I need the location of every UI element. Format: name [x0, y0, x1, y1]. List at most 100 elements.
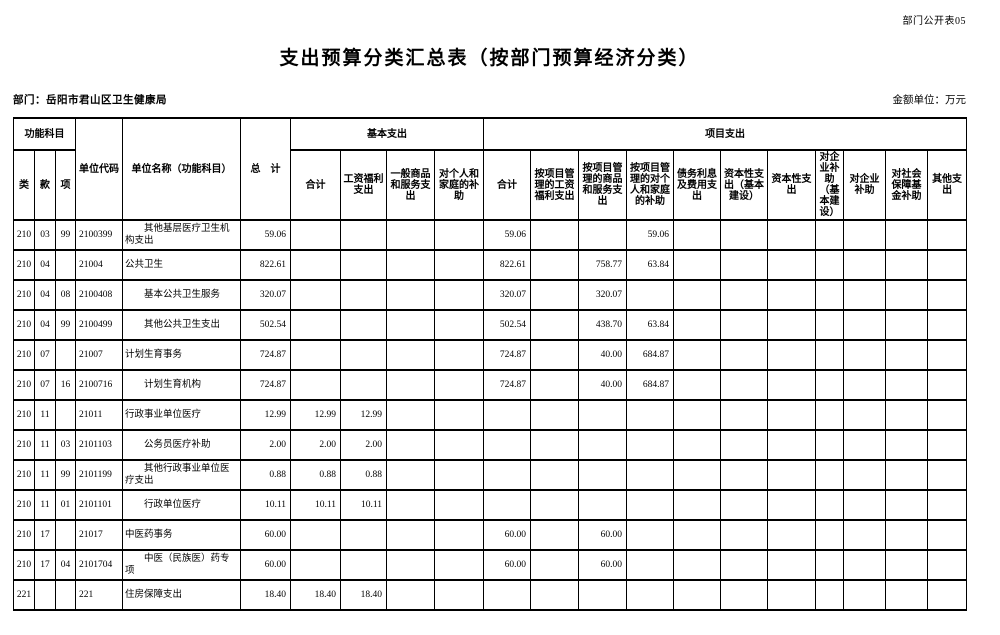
cell-amount: 320.07 [240, 279, 291, 311]
cell-amount [720, 429, 768, 461]
cell-amount [434, 249, 484, 281]
cell-amount: 0.88 [240, 459, 291, 491]
cell-unit-code: 2101103 [75, 429, 123, 461]
cell-amount: 502.54 [483, 309, 531, 341]
cell-amount [885, 489, 928, 521]
cell-amount [720, 249, 768, 281]
cell-amount [926, 309, 968, 341]
cell-amount [386, 549, 435, 581]
cell-class: 210 [13, 519, 35, 551]
cell-class: 210 [13, 399, 35, 431]
cell-amount: 724.87 [483, 339, 531, 371]
cell-amount [720, 489, 768, 521]
cell-amount [434, 429, 484, 461]
cell-amount: 320.07 [578, 279, 627, 311]
cell-amount [290, 339, 341, 371]
cell-amount [885, 309, 928, 341]
cell-amount [815, 429, 844, 461]
cell-amount [673, 429, 721, 461]
cell-amount: 724.87 [240, 369, 291, 401]
header-project-col: 按项目管理的商品和服务支出 [578, 149, 627, 221]
cell-amount [340, 519, 387, 551]
cell-amount [767, 399, 816, 431]
cell-amount [885, 249, 928, 281]
cell-unit-name: 行政事业单位医疗 [122, 399, 241, 431]
cell-amount [434, 369, 484, 401]
cell-amount [386, 339, 435, 371]
cell-amount [926, 399, 968, 431]
cell-section: 11 [34, 399, 56, 431]
cell-amount [767, 249, 816, 281]
cell-amount [673, 219, 721, 251]
header-col-section: 款 [34, 149, 56, 221]
cell-amount: 63.84 [626, 309, 674, 341]
table-row: 210 04 99 2100499 其他公共卫生支出 502.54 502.54 438.70… [13, 309, 968, 341]
cell-amount [843, 369, 886, 401]
cell-amount [767, 519, 816, 551]
cell-amount [767, 309, 816, 341]
cell-amount: 724.87 [240, 339, 291, 371]
table-row: 210 03 99 2100399 其他基层医疗卫生机构支出 59.06 59.06 59.0… [13, 219, 968, 251]
cell-amount [434, 489, 484, 521]
cell-amount [815, 489, 844, 521]
cell-amount [340, 339, 387, 371]
table-row: 210 04 08 2100408 基本公共卫生服务 320.07 320.07 320.07 [13, 279, 968, 311]
cell-unit-code: 2101101 [75, 489, 123, 521]
cell-amount [626, 579, 674, 611]
cell-unit-code: 2100716 [75, 369, 123, 401]
cell-amount [926, 429, 968, 461]
header-unit-name: 单位名称（功能科目） [122, 117, 241, 221]
cell-item: 03 [55, 429, 76, 461]
cell-amount [815, 459, 844, 491]
cell-item [55, 399, 76, 431]
header-project-col: 对企业补助 [843, 149, 886, 221]
header-project-col: 按项目管理的对个人和家庭的补助 [626, 149, 674, 221]
cell-amount [673, 579, 721, 611]
cell-amount [386, 459, 435, 491]
cell-amount [843, 489, 886, 521]
table-body: 210 03 99 2100399 其他基层医疗卫生机构支出 59.06 59.06 59.0… [13, 219, 968, 611]
cell-amount [578, 459, 627, 491]
cell-section [34, 579, 56, 611]
cell-unit-name: 中医（民族医）药专项 [122, 549, 241, 581]
table-row: 210 07 16 2100716 计划生育机构 724.87 724.87 40.00 684… [13, 369, 968, 401]
header-project-col: 合计 [483, 149, 531, 221]
cell-class: 210 [13, 339, 35, 371]
cell-amount [434, 579, 484, 611]
cell-item: 08 [55, 279, 76, 311]
cell-amount [578, 489, 627, 521]
cell-amount [815, 309, 844, 341]
cell-class: 210 [13, 309, 35, 341]
cell-unit-code: 221 [75, 579, 123, 611]
cell-amount [290, 369, 341, 401]
cell-amount [483, 399, 531, 431]
cell-amount [673, 399, 721, 431]
cell-amount [815, 549, 844, 581]
header-project-col: 债务利息及费用支出 [673, 149, 721, 221]
cell-unit-name: 行政单位医疗 [122, 489, 241, 521]
cell-amount [578, 219, 627, 251]
header-project-col: 其他支出 [926, 149, 968, 221]
cell-amount [815, 369, 844, 401]
cell-amount: 10.11 [240, 489, 291, 521]
cell-unit-code: 2101199 [75, 459, 123, 491]
table-row: 210 07 21007 计划生育事务 724.87 724.87 40.00 684.87 [13, 339, 968, 371]
cell-unit-name: 计划生育机构 [122, 369, 241, 401]
cell-amount [434, 309, 484, 341]
cell-amount [530, 399, 579, 431]
header-total: 总 计 [240, 117, 291, 221]
cell-amount: 822.61 [240, 249, 291, 281]
cell-item [55, 519, 76, 551]
cell-amount [885, 579, 928, 611]
cell-amount: 60.00 [483, 519, 531, 551]
header-project-col: 按项目管理的工资福利支出 [530, 149, 579, 221]
cell-amount: 40.00 [578, 339, 627, 371]
cell-amount [340, 309, 387, 341]
cell-unit-code: 21011 [75, 399, 123, 431]
page-title: 支出预算分类汇总表（按部门预算经济分类） [279, 48, 700, 69]
cell-amount [673, 459, 721, 491]
cell-amount: 63.84 [626, 249, 674, 281]
cell-amount: 12.99 [340, 399, 387, 431]
cell-amount [767, 489, 816, 521]
